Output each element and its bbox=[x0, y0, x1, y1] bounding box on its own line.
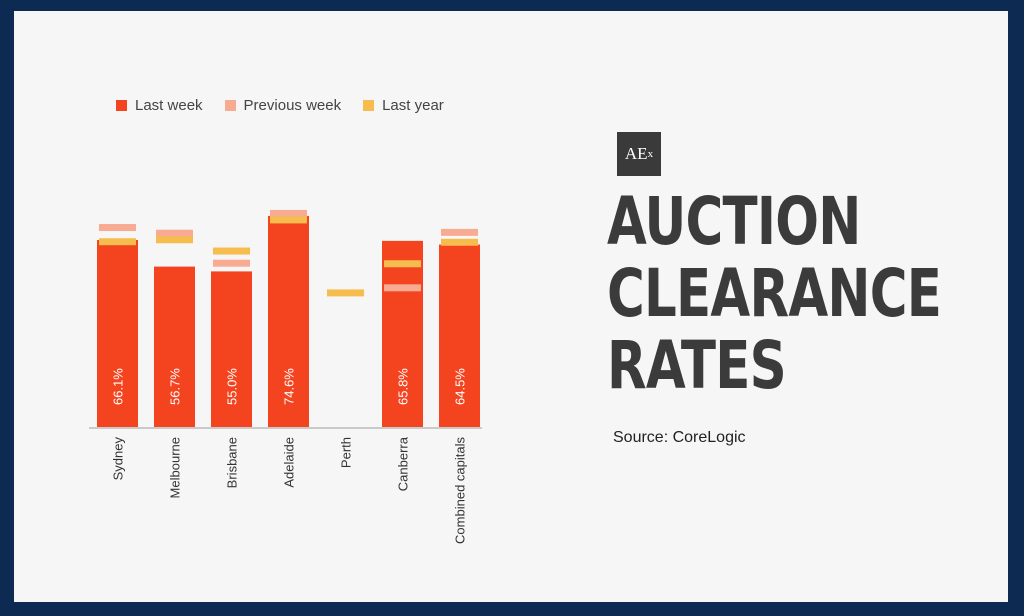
category-tick-label: Sydney bbox=[111, 437, 126, 481]
category-tick-label: Perth bbox=[339, 437, 354, 468]
data-label: 65.8% bbox=[396, 368, 411, 405]
logo-subtext: x bbox=[647, 148, 654, 160]
marker-previous-week bbox=[270, 209, 307, 217]
source-text: Source: CoreLogic bbox=[613, 429, 746, 446]
marker-previous-week bbox=[441, 228, 478, 236]
title-line-3: RATES bbox=[607, 327, 787, 404]
marker-previous-week bbox=[213, 259, 250, 267]
chart-legend: Last week Previous week Last year bbox=[116, 97, 444, 114]
data-label: 66.1% bbox=[111, 368, 126, 405]
category-tick-label: Combined capitals bbox=[453, 437, 468, 544]
legend-label-previous-week: Previous week bbox=[243, 97, 342, 114]
bar-last-week bbox=[439, 244, 480, 427]
legend-item-last-year: Last year bbox=[363, 97, 444, 114]
title-line-1: AUCTION bbox=[607, 183, 861, 260]
marker-last-year bbox=[213, 247, 250, 255]
marker-previous-week bbox=[99, 224, 136, 232]
category-tick-label: Canberra bbox=[396, 436, 411, 491]
logo-text: AE bbox=[624, 144, 648, 163]
category-tick-label: Brisbane bbox=[225, 437, 240, 488]
category-tick-label: Melbourne bbox=[168, 437, 183, 498]
category-tick-label: Adelaide bbox=[282, 437, 297, 488]
data-label: 55.0% bbox=[225, 368, 240, 405]
bar-last-week bbox=[97, 240, 138, 427]
page-title: AUCTION CLEARANCE RATES bbox=[607, 183, 942, 404]
bar-last-week bbox=[268, 215, 309, 427]
marker-last-year bbox=[270, 216, 307, 224]
data-label: 56.7% bbox=[168, 368, 183, 405]
marker-last-year bbox=[99, 238, 136, 246]
marker-previous-week bbox=[384, 284, 421, 292]
marker-previous-week bbox=[156, 229, 193, 237]
legend-item-last-week: Last week bbox=[116, 97, 203, 114]
aex-logo: AE x bbox=[617, 132, 661, 176]
marker-last-year bbox=[327, 289, 364, 297]
bar-last-week bbox=[154, 266, 195, 427]
legend-label-last-year: Last year bbox=[382, 97, 444, 114]
title-line-2: CLEARANCE bbox=[607, 255, 942, 332]
bar-last-week bbox=[211, 271, 252, 427]
marker-last-year bbox=[384, 260, 421, 268]
legend-swatch-last-year bbox=[363, 100, 375, 111]
marker-last-year bbox=[441, 238, 478, 246]
legend-swatch-previous-week bbox=[224, 100, 236, 111]
marker-last-year bbox=[156, 236, 193, 244]
bar-last-week bbox=[382, 240, 423, 427]
legend-label-last-week: Last week bbox=[135, 97, 203, 114]
data-label: 74.6% bbox=[282, 368, 297, 405]
data-label: 64.5% bbox=[453, 368, 468, 405]
legend-swatch-last-week bbox=[116, 100, 127, 111]
legend-item-previous-week: Previous week bbox=[224, 97, 342, 114]
